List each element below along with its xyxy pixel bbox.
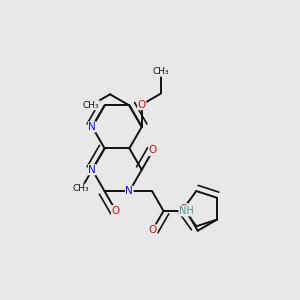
Text: N: N: [88, 165, 96, 175]
Text: O: O: [138, 100, 146, 110]
Text: CH₃: CH₃: [73, 184, 90, 193]
Text: CH₃: CH₃: [153, 67, 169, 76]
Text: O: O: [148, 225, 157, 235]
Text: O: O: [149, 146, 157, 155]
Text: O: O: [179, 204, 188, 214]
Text: N: N: [125, 186, 133, 196]
Text: CH₃: CH₃: [83, 101, 100, 110]
Text: N: N: [88, 122, 96, 132]
Text: O: O: [112, 206, 120, 216]
Text: NH: NH: [179, 206, 194, 216]
